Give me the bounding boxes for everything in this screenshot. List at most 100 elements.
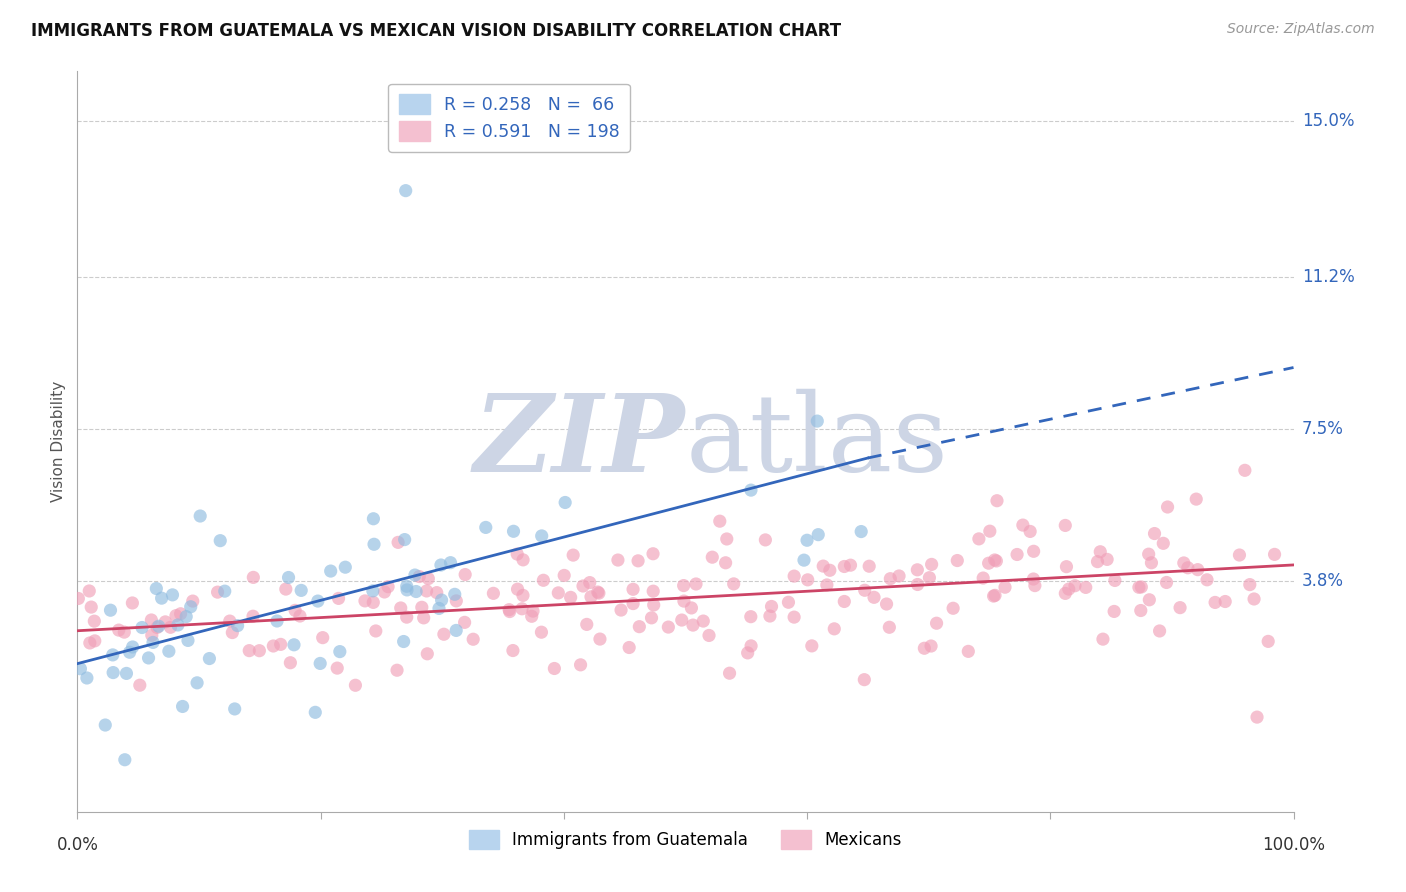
Point [1213,594,1236,608]
Point [181,594,204,608]
Point [994,580,1017,594]
Point [1090,545,1112,559]
Point [912,641,935,656]
Point [453,615,475,630]
Point [1140,556,1163,570]
Point [702,550,724,565]
Point [863,591,886,605]
Point [94,718,117,732]
Point [475,520,498,534]
Point [1137,592,1160,607]
Point [740,609,762,624]
Point [1128,580,1150,594]
Point [1243,592,1265,607]
Point [530,529,553,543]
Point [439,556,461,570]
Point [905,563,928,577]
Point [446,594,468,608]
Point [121,640,143,654]
Point [979,524,1001,538]
Point [159,620,181,634]
Point [157,644,180,658]
Point [146,620,169,634]
Point [761,599,783,614]
Point [141,628,163,642]
Point [112,625,135,640]
Point [986,554,1008,568]
Point [373,585,395,599]
Point [142,635,165,649]
Point [1054,518,1077,533]
Text: Source: ZipAtlas.com: Source: ZipAtlas.com [1227,22,1375,37]
Point [412,611,434,625]
Point [162,588,184,602]
Point [218,614,240,628]
Point [188,508,211,523]
Point [807,527,830,541]
Text: 15.0%: 15.0% [1302,112,1354,129]
Point [180,599,202,614]
Point [586,585,609,599]
Point [983,553,1005,567]
Point [672,578,695,592]
Point [531,574,554,588]
Point [1095,552,1118,566]
Point [578,575,600,590]
Point [554,495,576,509]
Point [697,628,720,642]
Point [718,666,741,681]
Point [430,558,453,572]
Point [1057,582,1080,596]
Point [506,547,529,561]
Point [1156,500,1178,514]
Point [1130,580,1153,594]
Point [1264,548,1286,562]
Point [155,615,177,629]
Point [395,610,418,624]
Point [793,553,815,567]
Point [76,671,98,685]
Point [813,559,835,574]
Text: 3.8%: 3.8% [1302,573,1344,591]
Point [853,583,876,598]
Point [165,608,187,623]
Point [307,594,329,608]
Point [681,601,703,615]
Point [643,598,665,612]
Point [1257,634,1279,648]
Point [408,569,430,583]
Point [364,624,387,638]
Point [198,651,221,665]
Point [627,554,650,568]
Point [395,582,418,597]
Point [1091,632,1114,647]
Point [1137,547,1160,561]
Text: ZIP: ZIP [474,389,686,494]
Point [1129,603,1152,617]
Point [522,604,544,618]
Point [709,514,731,528]
Point [444,624,467,638]
Point [672,594,695,608]
Point [274,582,297,596]
Point [290,583,312,598]
Point [335,560,357,574]
Point [858,559,880,574]
Point [416,647,439,661]
Point [415,584,437,599]
Point [83,614,105,628]
Point [101,648,124,662]
Point [740,483,762,497]
Point [83,633,105,648]
Point [1229,548,1251,562]
Point [262,639,284,653]
Point [1152,536,1174,550]
Point [543,661,565,675]
Point [547,586,569,600]
Point [454,567,477,582]
Point [319,564,342,578]
Point [783,569,806,583]
Point [967,532,990,546]
Point [1022,572,1045,586]
Point [344,678,367,692]
